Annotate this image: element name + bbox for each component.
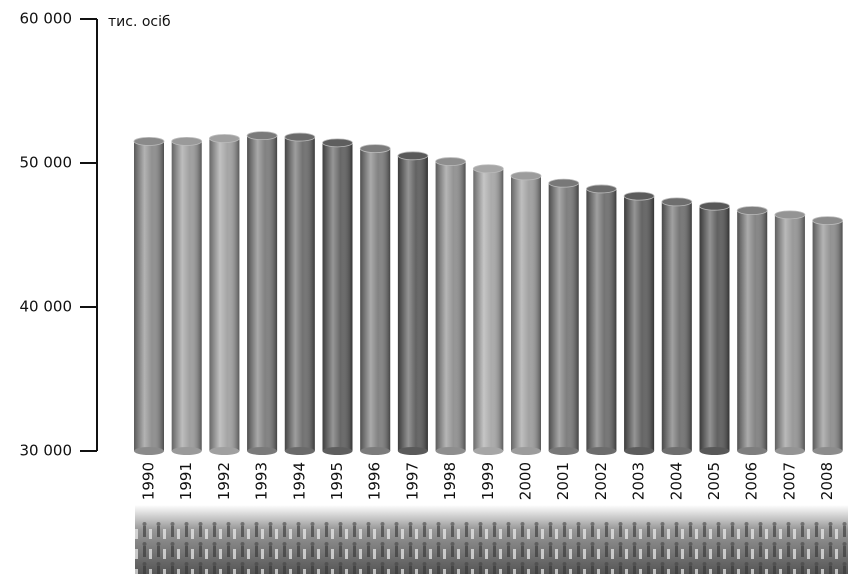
bar-top xyxy=(472,164,504,174)
bar-base xyxy=(699,447,730,455)
bar-top xyxy=(812,216,843,226)
x-tick-label: 1996 xyxy=(366,462,384,500)
bar-shade xyxy=(774,214,805,451)
bar-shade xyxy=(548,183,579,451)
bar-shade xyxy=(435,161,466,451)
x-tick-label: 1997 xyxy=(403,462,421,500)
bar-base xyxy=(322,447,353,455)
y-tick-label: 30 000 xyxy=(20,442,73,460)
x-tick-label: 1993 xyxy=(253,462,271,500)
bar-shade xyxy=(511,175,541,451)
bar-shade xyxy=(624,196,655,451)
bar-shade xyxy=(247,135,278,451)
bar-top xyxy=(736,206,768,215)
bar-top xyxy=(284,132,316,142)
bar-top xyxy=(359,144,391,154)
x-tick-label: 2007 xyxy=(780,462,798,500)
bar-top xyxy=(699,201,730,211)
bar-shade xyxy=(171,141,202,451)
x-tick-label: 2005 xyxy=(705,462,723,500)
photo-crowd xyxy=(135,520,848,574)
unit-label: тис. осіб xyxy=(108,14,171,30)
bar-base xyxy=(586,447,617,455)
bar-top xyxy=(548,178,580,188)
bar-shade xyxy=(699,206,730,451)
bar-base xyxy=(134,447,164,455)
x-tick-label: 1991 xyxy=(177,462,195,500)
x-tick-label: 1995 xyxy=(328,462,346,500)
bar-top xyxy=(397,151,429,161)
bar-base xyxy=(171,447,202,455)
bar-base xyxy=(247,447,278,455)
bar-base xyxy=(548,447,579,455)
bar-base xyxy=(737,447,768,455)
y-tick-label: 60 000 xyxy=(20,10,73,28)
x-tick-label: 2000 xyxy=(517,462,535,500)
x-tick-label: 1992 xyxy=(215,462,233,500)
bar-base xyxy=(511,447,541,455)
bar-top xyxy=(510,171,542,181)
x-tick-label: 2008 xyxy=(818,462,836,500)
bar-top xyxy=(623,191,655,201)
bar-shade xyxy=(737,210,768,451)
bar-top xyxy=(322,138,353,148)
bar-base xyxy=(624,447,655,455)
x-tick-label: 2003 xyxy=(630,462,648,500)
bar-shade xyxy=(586,188,617,452)
x-tick-label: 2006 xyxy=(743,462,761,500)
bar-top xyxy=(208,134,240,143)
bar-top xyxy=(661,197,693,207)
bar-base xyxy=(397,447,428,455)
bar-top xyxy=(586,184,617,194)
bar-base xyxy=(209,447,240,455)
x-tick-label: 2004 xyxy=(667,462,685,500)
bar-base xyxy=(812,447,843,455)
bar-base xyxy=(473,447,504,455)
y-tick-label: 40 000 xyxy=(20,298,73,316)
bar-top xyxy=(774,210,806,220)
bar-base xyxy=(284,447,315,455)
bar-shade xyxy=(812,220,843,451)
bar-shade xyxy=(397,155,428,452)
bar-shade xyxy=(134,141,164,451)
x-tick-label: 1994 xyxy=(290,462,308,500)
bar-base xyxy=(360,447,391,455)
bar-shade xyxy=(473,168,504,451)
bar-base xyxy=(661,447,692,455)
bar-base xyxy=(774,447,805,455)
x-tick-label: 1999 xyxy=(479,462,497,500)
bar-top xyxy=(435,157,467,166)
bar-shade xyxy=(360,148,391,451)
bar-shade xyxy=(322,142,353,451)
bar-shade xyxy=(661,201,692,451)
bar-shade xyxy=(209,138,240,451)
bar-base xyxy=(435,447,466,455)
bar-top xyxy=(246,131,278,141)
x-tick-label: 2002 xyxy=(592,462,610,500)
bar-top xyxy=(171,136,203,146)
x-tick-label: 1990 xyxy=(140,462,158,500)
bar-shade xyxy=(284,137,315,451)
x-tick-label: 1998 xyxy=(441,462,459,500)
x-tick-label: 2001 xyxy=(554,462,572,500)
bar-top xyxy=(133,136,165,146)
y-tick-label: 50 000 xyxy=(20,154,73,172)
